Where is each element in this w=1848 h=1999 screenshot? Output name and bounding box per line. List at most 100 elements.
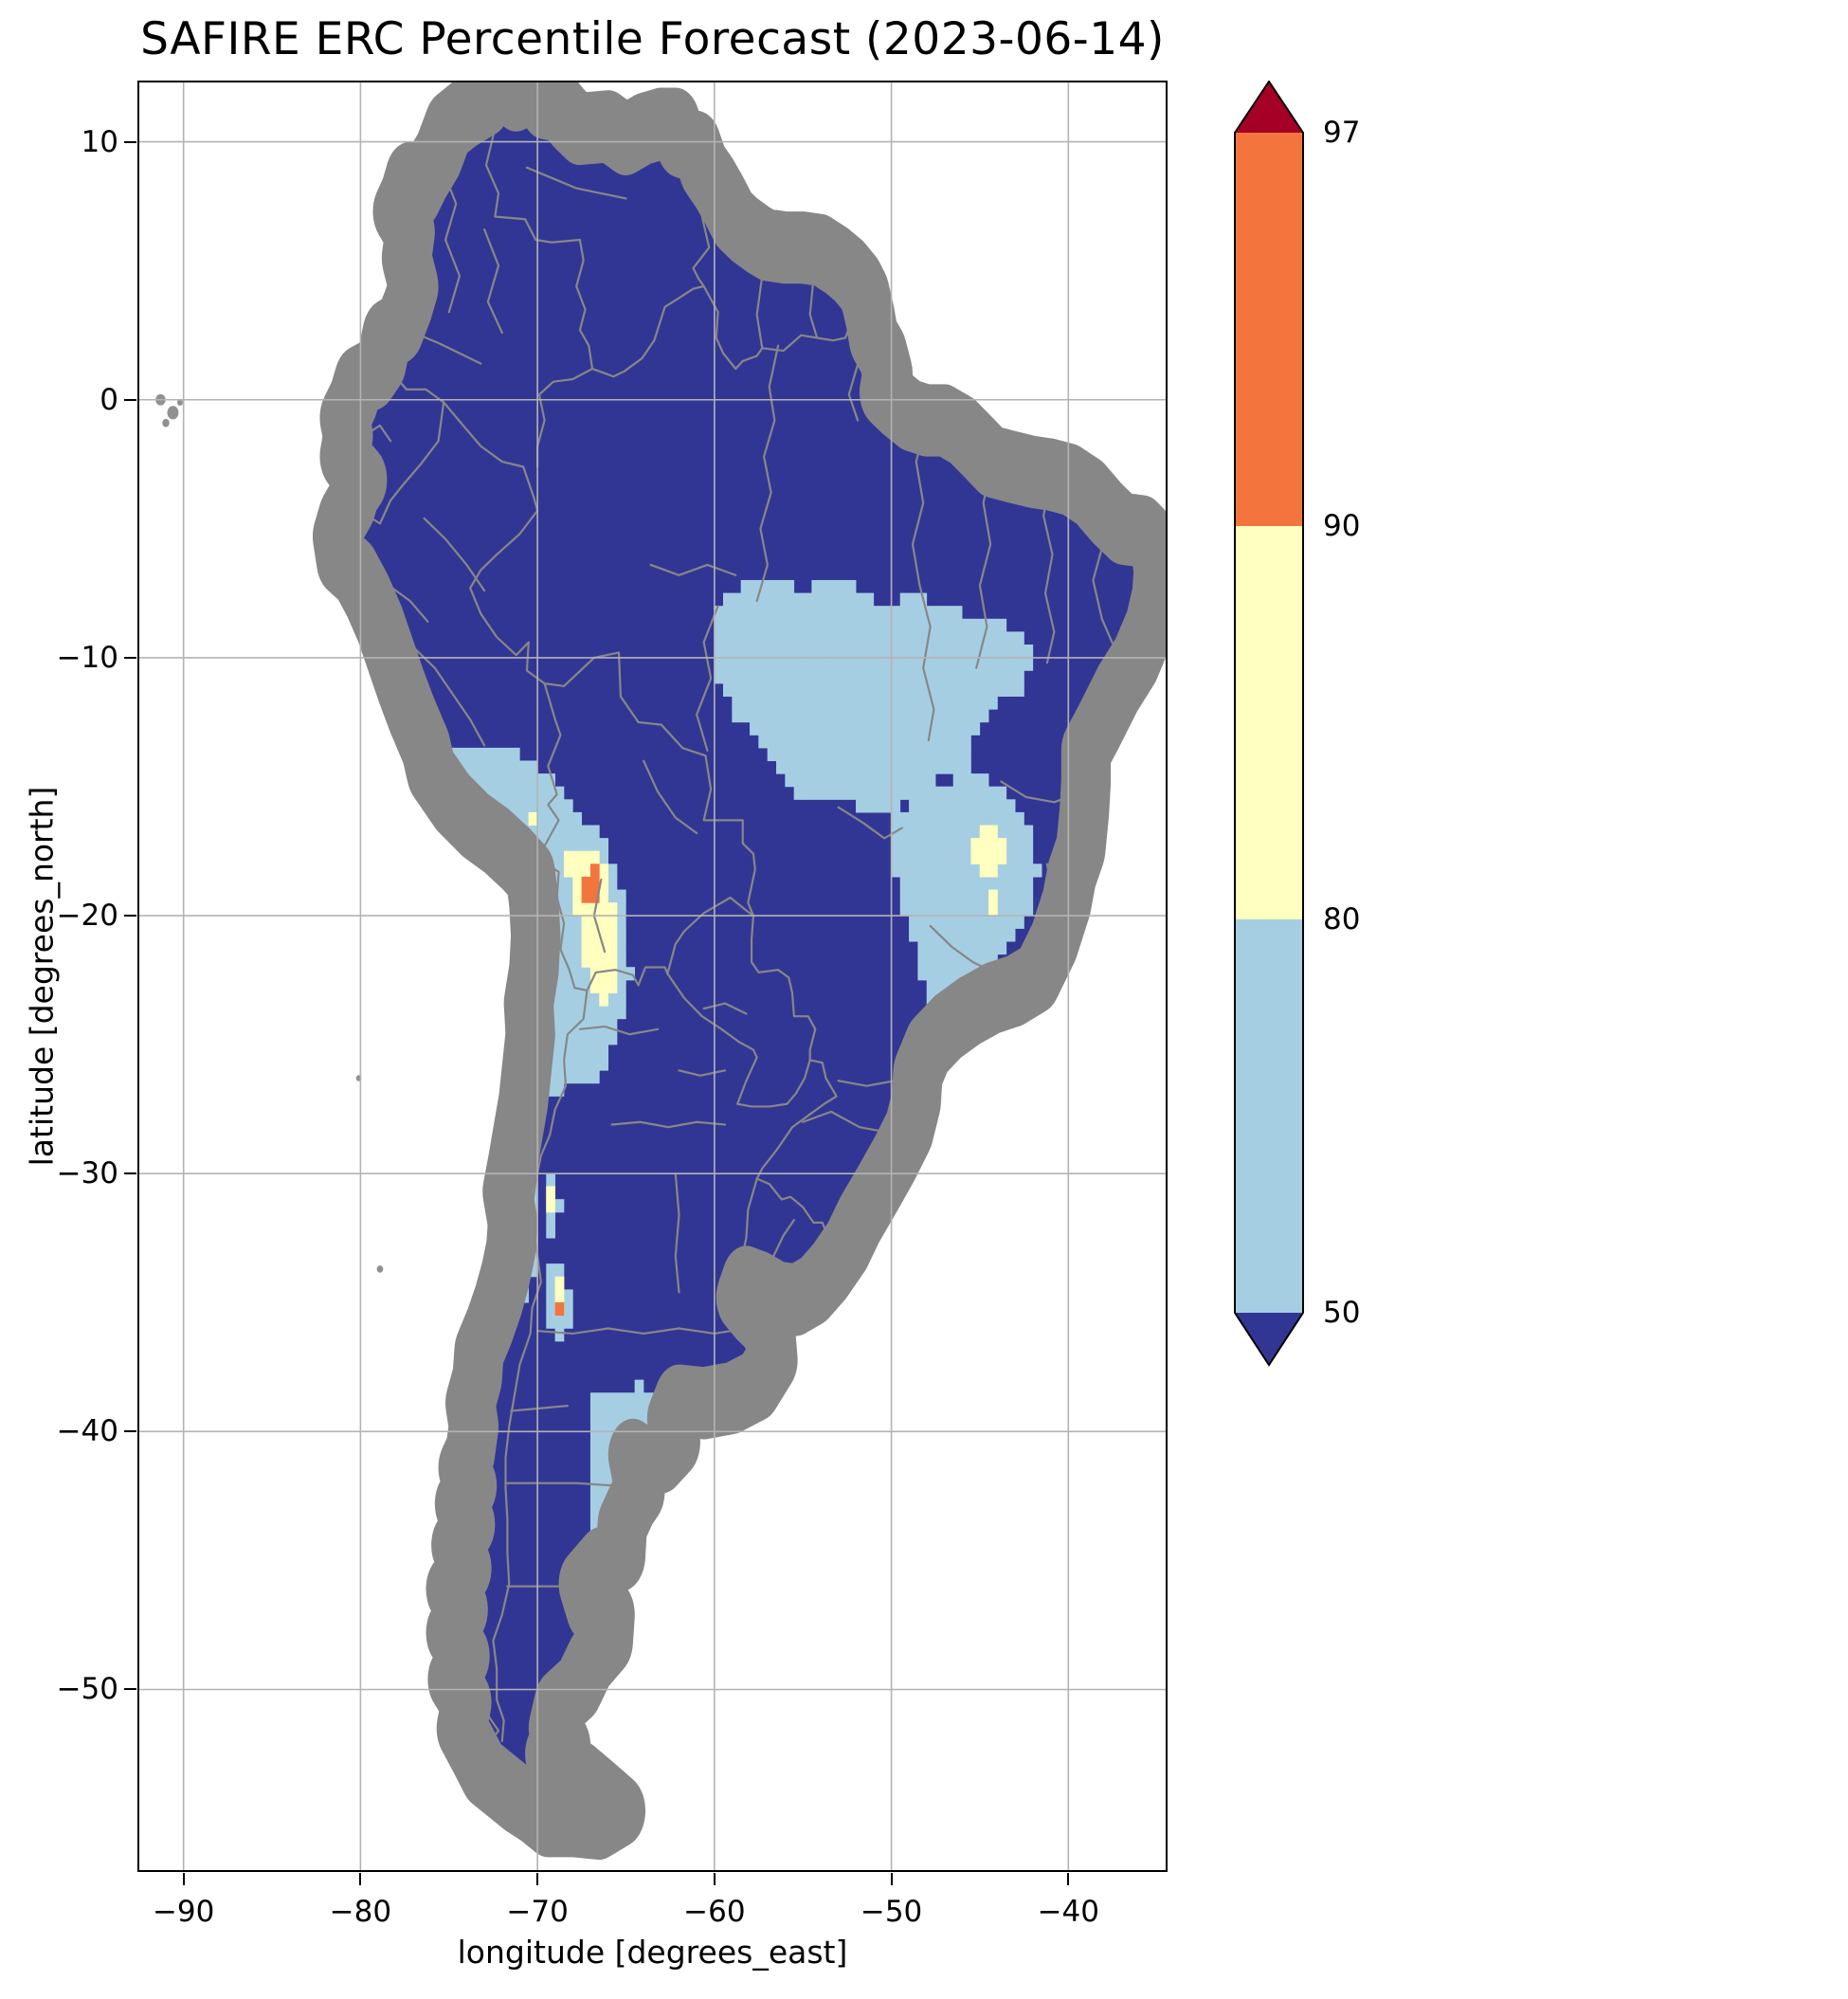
- percentile-cell-mato-grosso-tocantins: [864, 721, 875, 736]
- percentile-cell-minas-goias: [917, 876, 928, 891]
- colorbar-tick-label: 90: [1323, 509, 1361, 543]
- percentile-cell-mato-grosso-tocantins: [909, 682, 918, 697]
- percentile-cell-minas-goias: [926, 799, 936, 813]
- percentile-cell-altiplano: [483, 773, 494, 788]
- percentile-cell-mato-grosso-tocantins: [793, 747, 804, 762]
- percentile-cell-minas-core: [997, 850, 1007, 864]
- percentile-cell-patagonia-atlantic: [599, 1405, 609, 1420]
- percentile-cell-mato-grosso-tocantins: [882, 773, 892, 788]
- percentile-cell-mato-grosso-tocantins: [723, 682, 733, 697]
- percentile-cell-mato-grosso-tocantins: [909, 592, 918, 607]
- percentile-cell-mato-grosso-tocantins: [962, 760, 971, 774]
- percentile-cell-altiplano: [589, 1044, 600, 1058]
- percentile-cell-mato-grosso-tocantins: [864, 618, 875, 632]
- percentile-cell-altiplano-core: [589, 940, 600, 955]
- percentile-cell-minas-goias: [926, 825, 936, 839]
- percentile-cell-altiplano: [536, 799, 547, 813]
- percentile-cell-mato-grosso-tocantins: [803, 592, 812, 607]
- percentile-cell-mato-grosso-tocantins: [767, 645, 777, 659]
- percentile-cell-mato-grosso-tocantins: [909, 631, 918, 645]
- percentile-cell-minas-goias: [970, 811, 981, 827]
- percentile-cell-altiplano: [589, 992, 600, 1007]
- percentile-cell-minas-core: [979, 838, 989, 852]
- percentile-cell-minas-goias: [962, 863, 971, 878]
- percentile-cell-patagonia-atlantic: [589, 1431, 600, 1445]
- percentile-cell-altiplano: [483, 786, 494, 800]
- percentile-cell-minas-goias: [997, 876, 1007, 891]
- percentile-cell-minas-goias: [962, 773, 971, 788]
- percentile-cell-mato-grosso-tocantins: [944, 709, 954, 723]
- percentile-cell-minas-goias: [1015, 876, 1024, 891]
- percentile-cell-mato-grosso-tocantins: [846, 682, 857, 697]
- percentile-cell-minas-goias: [917, 825, 928, 839]
- percentile-cell-mato-grosso-tocantins: [767, 747, 777, 762]
- percentile-cell-mato-grosso-tocantins: [811, 760, 822, 774]
- percentile-cell-mato-grosso-tocantins: [846, 592, 857, 607]
- percentile-cell-minas-goias: [952, 889, 963, 903]
- percentile-cell-mato-grosso-tocantins: [785, 645, 795, 659]
- percentile-cell-minas-goias: [1015, 863, 1024, 878]
- percentile-cell-mato-grosso-tocantins: [829, 670, 839, 684]
- percentile-cell-mato-grosso-tocantins: [882, 786, 892, 800]
- percentile-cell-mato-grosso-tocantins: [829, 709, 839, 723]
- percentile-cell-mato-grosso-tocantins: [820, 709, 830, 723]
- percentile-cell-mato-grosso-tocantins: [988, 631, 998, 645]
- percentile-cell-mato-grosso-tocantins: [1024, 645, 1034, 659]
- percentile-cell-mato-grosso-tocantins: [909, 606, 918, 620]
- percentile-cell-mato-grosso-tocantins: [820, 592, 830, 607]
- percentile-cell-mato-grosso-tocantins: [952, 709, 963, 723]
- percentile-cell-mato-grosso-tocantins: [803, 735, 812, 749]
- percentile-cell-mato-grosso-tocantins: [785, 579, 795, 594]
- percentile-cell-minas-goias: [1024, 876, 1034, 891]
- percentile-cell-minas-goias: [1006, 915, 1016, 929]
- percentile-cell-altiplano: [572, 1057, 582, 1071]
- percentile-cell-mato-grosso-tocantins: [873, 682, 883, 697]
- percentile-cell-minas-goias: [944, 902, 954, 917]
- percentile-cell-mato-grosso-tocantins: [891, 735, 901, 749]
- percentile-cell-mato-grosso-tocantins: [740, 618, 751, 632]
- percentile-cell-altiplano: [475, 760, 485, 774]
- percentile-cell-mato-grosso-tocantins: [793, 606, 804, 620]
- percentile-cell-mato-grosso-tocantins: [997, 670, 1007, 684]
- percentile-cell-altiplano: [607, 1006, 618, 1020]
- percentile-cell-mato-grosso-tocantins: [944, 618, 954, 632]
- percentile-cell-altiplano: [554, 967, 565, 981]
- percentile-cell-mato-grosso-tocantins: [864, 645, 875, 659]
- percentile-cell-mato-grosso-tocantins: [882, 670, 892, 684]
- percentile-cell-mato-grosso-tocantins: [767, 657, 777, 671]
- percentile-cell-minas-goias: [962, 954, 971, 968]
- percentile-cell-mato-grosso-tocantins: [776, 618, 786, 632]
- percentile-cell-altiplano: [607, 876, 618, 891]
- percentile-cell-minas-goias: [926, 915, 936, 929]
- percentile-cell-mato-grosso-tocantins: [988, 657, 998, 671]
- percentile-cell-minas-goias: [917, 889, 928, 903]
- percentile-cell-mato-grosso-tocantins: [820, 682, 830, 697]
- percentile-cell-mato-grosso-tocantins: [838, 786, 848, 800]
- percentile-cell-mato-grosso-tocantins: [758, 670, 769, 684]
- percentile-cell-mato-grosso-tocantins: [864, 682, 875, 697]
- percentile-cell-mato-grosso-tocantins: [1006, 657, 1016, 671]
- percentile-cell-minas-goias: [917, 928, 928, 942]
- percentile-cell-altiplano: [581, 825, 591, 839]
- percentile-cell-mato-grosso-tocantins: [714, 631, 724, 645]
- percentile-cell-mato-grosso-tocantins: [811, 670, 822, 684]
- percentile-cell-mato-grosso-tocantins: [926, 735, 936, 749]
- percentile-cell-altiplano: [475, 747, 485, 762]
- percentile-cell-mato-grosso-tocantins: [793, 709, 804, 723]
- percentile-cell-mato-grosso-tocantins: [785, 747, 795, 762]
- percentile-cell-mato-grosso-tocantins: [899, 709, 910, 723]
- percentile-cell-altiplano-core: [581, 902, 591, 917]
- percentile-cell-altiplano: [554, 1006, 565, 1020]
- percentile-cell-mato-grosso-tocantins: [793, 618, 804, 632]
- percentile-cell-san-juan: [546, 1211, 555, 1226]
- percentile-cell-mato-grosso-tocantins: [864, 760, 875, 774]
- percentile-cell-mato-grosso-tocantins: [785, 709, 795, 723]
- percentile-cell-mato-grosso-tocantins: [899, 645, 910, 659]
- percentile-cell-altiplano: [546, 773, 555, 788]
- percentile-cell-mato-grosso-tocantins: [811, 786, 822, 800]
- percentile-cell-mato-grosso-tocantins: [740, 606, 751, 620]
- percentile-cell-mato-grosso-tocantins: [811, 709, 822, 723]
- y-axis-label: latitude [degrees_north]: [23, 786, 61, 1167]
- percentile-cell-mato-grosso-tocantins: [714, 606, 724, 620]
- percentile-cell-minas-goias: [1006, 863, 1016, 878]
